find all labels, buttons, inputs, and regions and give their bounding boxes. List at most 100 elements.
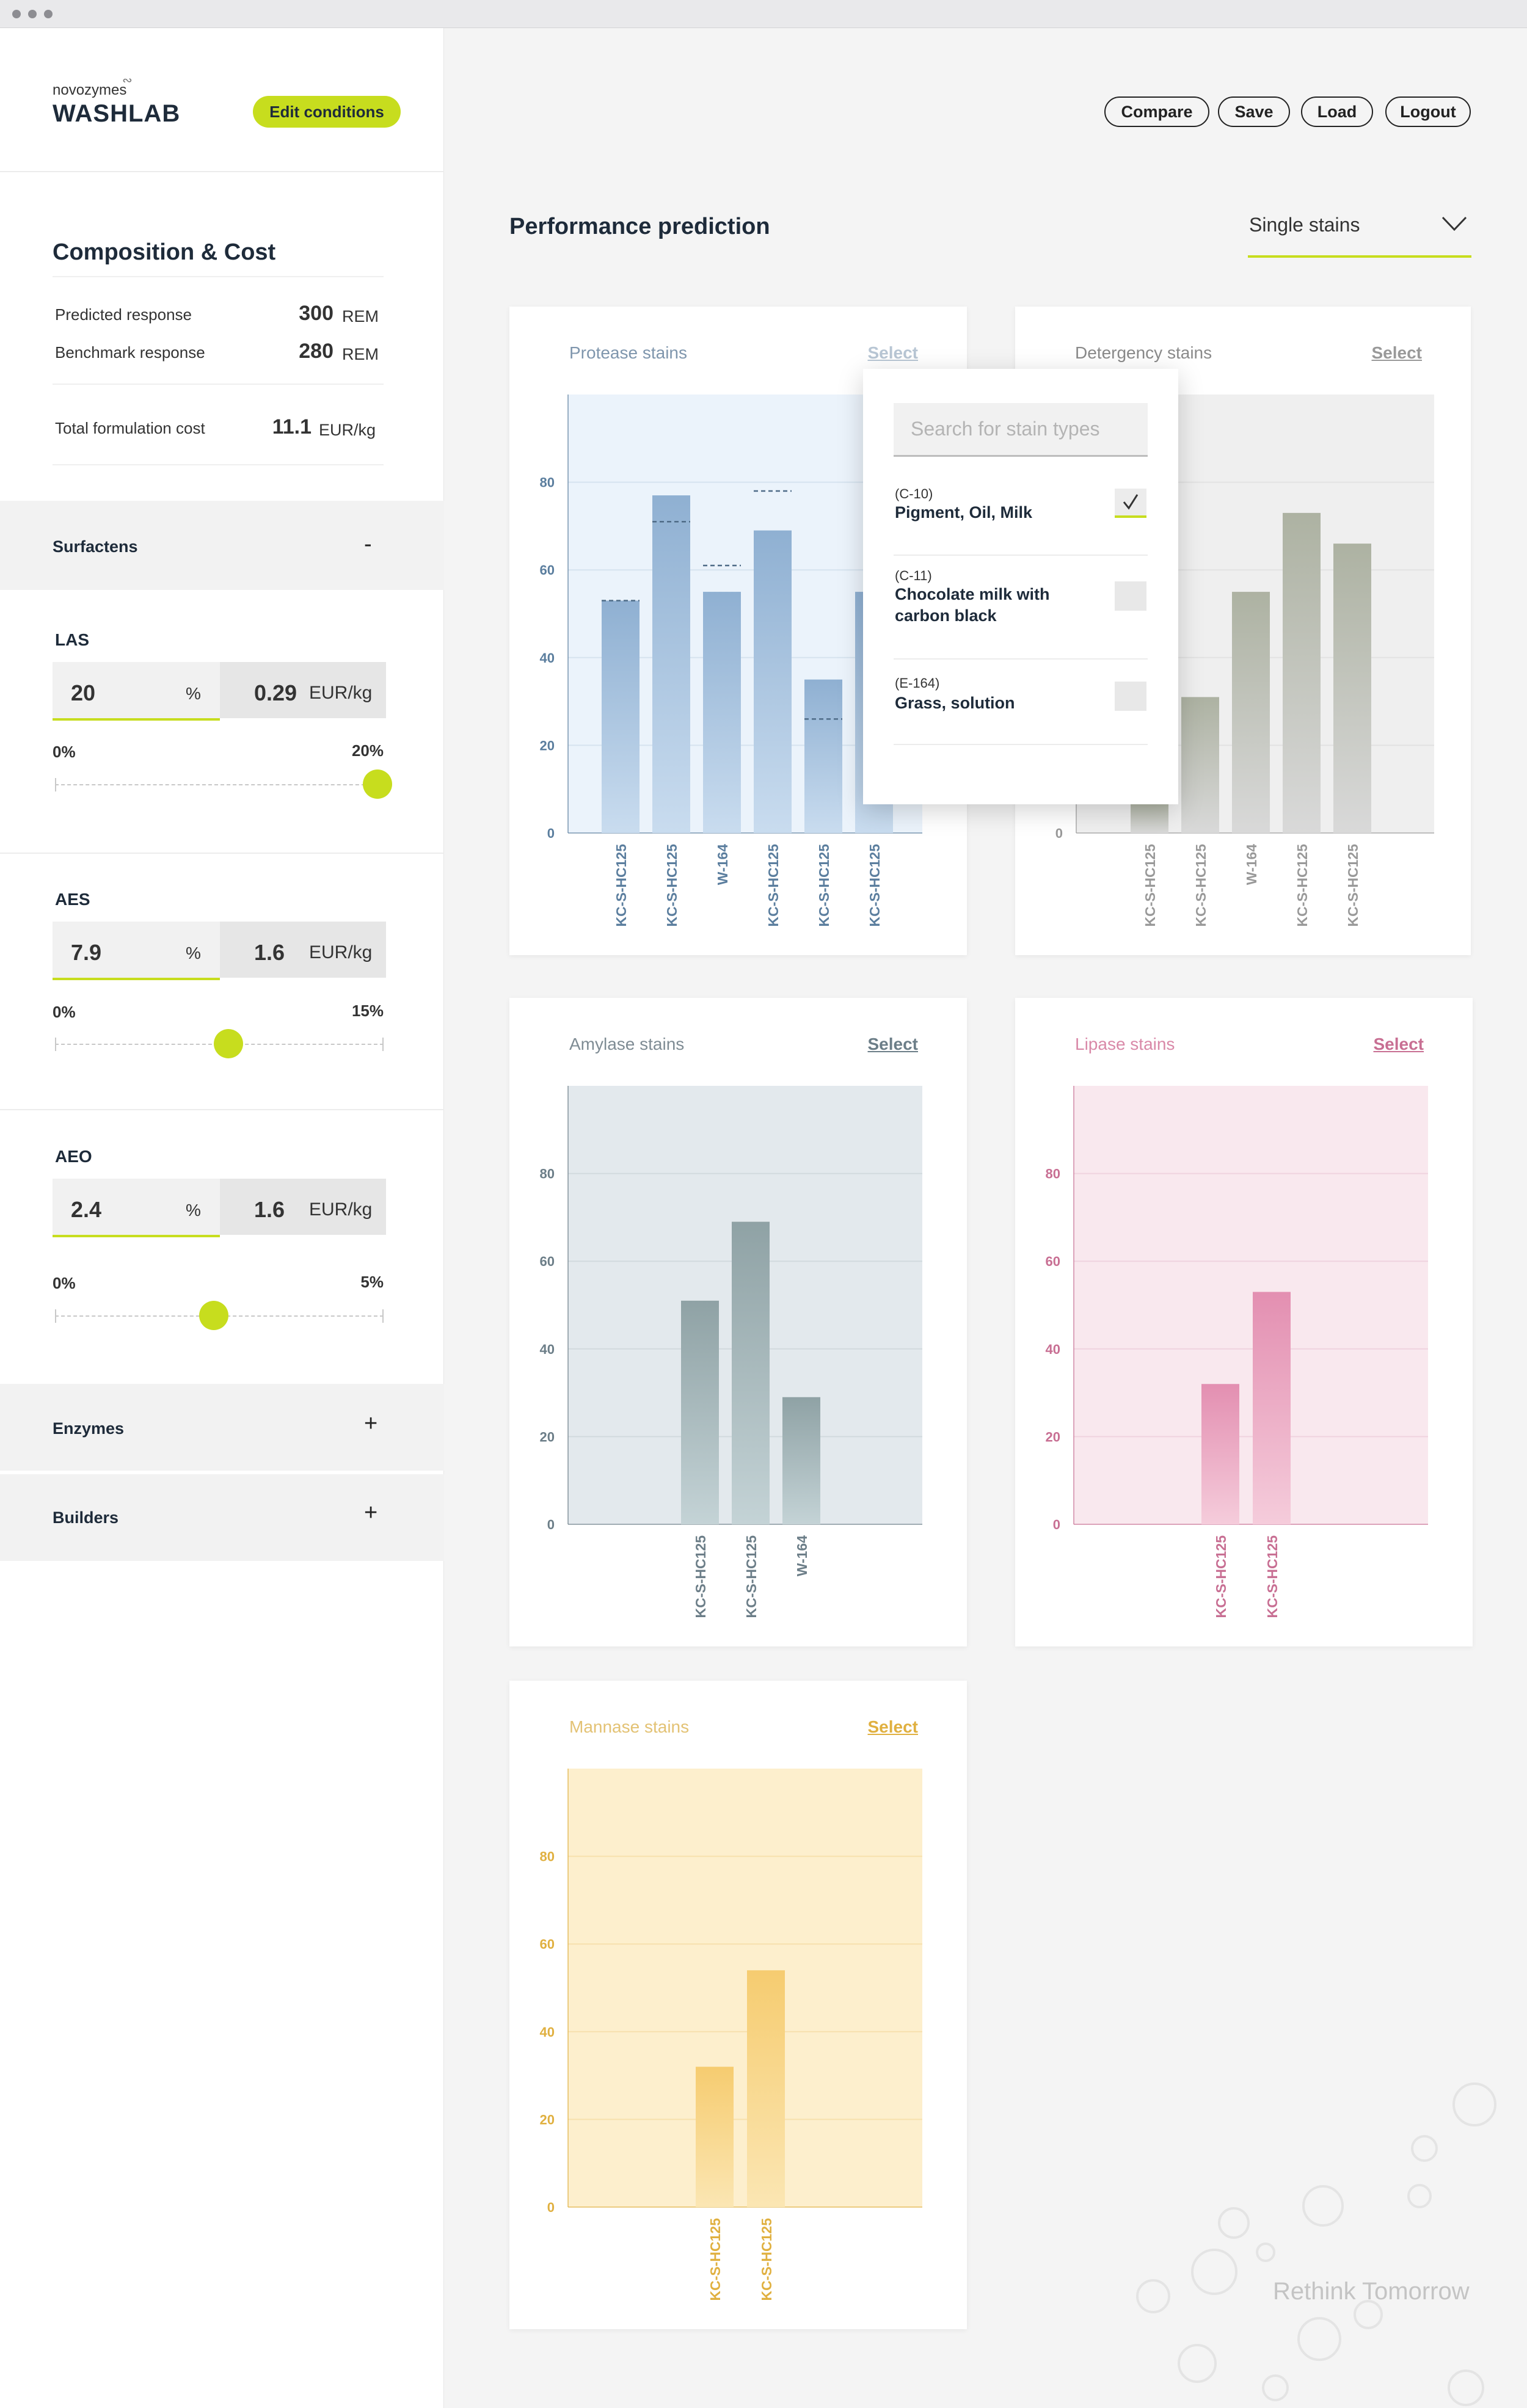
aes-slider-handle[interactable] <box>213 1029 243 1058</box>
bar <box>1131 802 1168 833</box>
aeo-cost-field: 1.6 EUR/kg <box>220 1179 386 1235</box>
las-label: LAS <box>55 630 89 649</box>
compare-button[interactable]: Compare <box>1104 96 1209 127</box>
lipase-chart: 0 20 40 60 80 KC-S-HC125 KC-S-HC125 <box>1046 1086 1428 1618</box>
aeo-range-max: 5% <box>360 1273 384 1291</box>
x-tick-label: KC-S-HC125 <box>743 1535 759 1618</box>
divider <box>53 464 384 465</box>
aeo-cost-unit: EUR/kg <box>309 1199 373 1220</box>
footer-tagline: Rethink Tomorrow <box>1273 2278 1470 2305</box>
mannase-chart-card: Mannase stains Select 0 20 40 60 80 KC-S-HC12… <box>509 1681 967 2329</box>
window-close-dot[interactable] <box>12 10 21 18</box>
y-tick-label: 0 <box>1053 1517 1060 1532</box>
window-maximize-dot[interactable] <box>44 10 53 18</box>
plot-area <box>1074 1086 1428 1524</box>
x-tick-label: W-164 <box>1244 844 1259 885</box>
chart-title: Protease stains <box>569 343 687 362</box>
aes-range-min: 0% <box>53 1003 76 1021</box>
benchmark-response-unit: REM <box>342 345 379 363</box>
y-tick-label: 40 <box>540 650 555 666</box>
bar <box>782 1397 820 1524</box>
logout-button[interactable]: Logout <box>1385 96 1471 127</box>
total-cost-unit: EUR/kg <box>319 421 376 439</box>
predicted-response-unit: REM <box>342 307 379 326</box>
slider-tick <box>382 1038 384 1051</box>
collapse-icon[interactable]: - <box>364 531 372 557</box>
save-button[interactable]: Save <box>1218 96 1290 127</box>
las-range-max: 20% <box>351 741 384 760</box>
load-button[interactable]: Load <box>1301 96 1373 127</box>
y-tick-label: 60 <box>540 1254 555 1269</box>
chart-select-link[interactable]: Select <box>867 343 919 362</box>
stain-option[interactable]: (C-11) Chocolate milk with carbon black <box>894 562 1148 662</box>
bar <box>1283 512 1321 833</box>
bar <box>747 1970 785 2207</box>
x-tick-label: KC-S-HC125 <box>759 2218 774 2301</box>
y-tick-label: 80 <box>540 475 555 490</box>
bar <box>1201 1384 1239 1524</box>
percent-sign: % <box>186 944 201 962</box>
aes-range-max: 15% <box>351 1002 384 1020</box>
divider <box>894 555 1148 556</box>
sidebar: novozymes ∾ WASHLAB Edit conditions Comp… <box>0 28 444 2408</box>
stain-select-popup: (C-10) Pigment, Oil, Milk (C-11) Chocola… <box>863 369 1178 804</box>
expand-icon[interactable]: + <box>364 1411 378 1436</box>
builders-group-header[interactable]: Builders + <box>0 1474 444 1561</box>
slider-tick <box>55 1038 56 1051</box>
x-tick-label: W-164 <box>794 1535 810 1576</box>
aes-percent-input[interactable]: 7.9 % <box>53 922 220 980</box>
chart-select-link[interactable]: Select <box>867 1035 919 1053</box>
brand-company: novozymes <box>53 82 127 98</box>
y-tick-label: 80 <box>540 1166 555 1182</box>
x-tick-label: KC-S-HC125 <box>1193 844 1209 927</box>
y-tick-label: 0 <box>1055 826 1063 841</box>
enzymes-group-header[interactable]: Enzymes + <box>0 1384 444 1471</box>
y-tick-label: 20 <box>540 1429 555 1444</box>
chart-select-link[interactable]: Select <box>1371 343 1423 362</box>
bar <box>681 1300 719 1524</box>
checkbox-checked[interactable] <box>1115 489 1146 518</box>
page-title: Performance prediction <box>509 214 770 239</box>
x-tick-label: KC-S-HC125 <box>816 844 832 927</box>
y-tick-label: 20 <box>540 2112 555 2127</box>
y-tick-label: 0 <box>547 2200 555 2215</box>
x-tick-label: W-164 <box>715 844 731 885</box>
las-slider-handle[interactable] <box>363 769 392 799</box>
stain-option[interactable]: (E-164) Grass, solution <box>894 663 1148 749</box>
y-tick-label: 80 <box>1046 1166 1060 1182</box>
checkbox[interactable] <box>1115 581 1146 611</box>
stain-search-input[interactable] <box>894 403 1148 457</box>
enzymes-label: Enzymes <box>53 1419 125 1438</box>
aes-cost-value: 1.6 <box>254 940 285 965</box>
aes-percent-value: 7.9 <box>71 940 102 965</box>
stain-option-code: (C-10) <box>895 486 933 501</box>
predicted-response-label: Predicted response <box>55 305 192 324</box>
window-minimize-dot[interactable] <box>28 10 37 18</box>
y-tick-label: 20 <box>540 738 555 753</box>
benchmark-response-label: Benchmark response <box>55 343 205 362</box>
expand-icon[interactable]: + <box>364 1500 378 1526</box>
total-cost-label: Total formulation cost <box>55 419 205 437</box>
edit-conditions-button[interactable]: Edit conditions <box>253 96 401 128</box>
las-percent-input[interactable]: 20 % <box>53 662 220 721</box>
divider <box>0 1109 444 1110</box>
divider <box>0 853 444 854</box>
surfactants-group-header[interactable]: Surfactens - <box>0 501 444 590</box>
checkbox[interactable] <box>1115 682 1146 711</box>
chevron-down-icon <box>1441 216 1467 231</box>
aeo-percent-input[interactable]: 2.4 % <box>53 1179 220 1237</box>
bar <box>732 1221 770 1524</box>
stain-type-dropdown[interactable]: Single stains <box>1248 205 1471 258</box>
chart-select-link[interactable]: Select <box>1373 1035 1424 1053</box>
chart-title: Amylase stains <box>569 1035 685 1053</box>
stain-option-code: (E-164) <box>895 675 940 691</box>
bar <box>1333 544 1371 833</box>
las-slider-track[interactable] <box>55 784 384 785</box>
stain-option[interactable]: (C-10) Pigment, Oil, Milk <box>894 479 1148 558</box>
bar <box>1253 1292 1291 1524</box>
benchmark-response-value: 280 <box>299 340 333 363</box>
aeo-slider-handle[interactable] <box>199 1301 228 1330</box>
chart-select-link[interactable]: Select <box>867 1717 919 1736</box>
y-tick-label: 60 <box>1046 1254 1060 1269</box>
bar <box>703 592 741 833</box>
